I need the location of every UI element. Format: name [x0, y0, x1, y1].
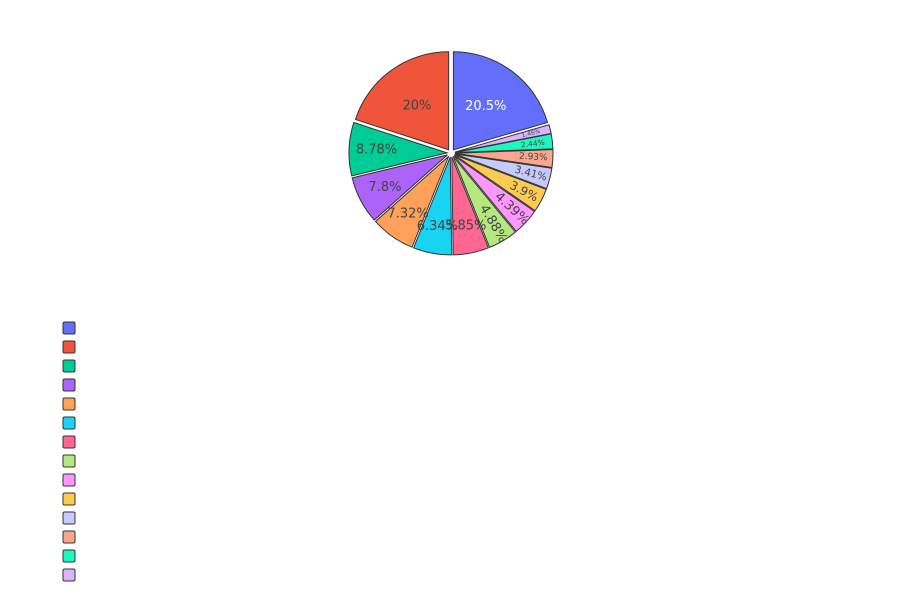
pie-slice[interactable] — [374, 155, 450, 248]
legend-swatch[interactable] — [62, 530, 76, 544]
pie-slice-label: 1.46% — [521, 128, 541, 139]
legend-swatch[interactable] — [62, 454, 76, 468]
pie-slice[interactable] — [453, 155, 536, 233]
pie-slice[interactable] — [451, 156, 490, 256]
pie-slice-label: 2.93% — [519, 152, 549, 164]
legend-swatch[interactable] — [62, 397, 76, 411]
legend — [62, 321, 76, 582]
legend-swatch[interactable] — [62, 416, 76, 430]
pie-slice[interactable] — [454, 149, 554, 169]
pie-slice-label: 7.8% — [368, 180, 401, 195]
legend-swatch[interactable] — [62, 321, 76, 335]
pie-slice[interactable] — [354, 51, 450, 151]
pie-slice-label: 2.44% — [521, 138, 546, 150]
legend-swatch[interactable] — [62, 359, 76, 373]
legend-swatch[interactable] — [62, 340, 76, 354]
pie-slice[interactable] — [454, 133, 554, 154]
pie-slice-label: 7.32% — [387, 206, 428, 221]
pie-slice[interactable] — [454, 154, 547, 212]
pie-slice[interactable] — [348, 121, 449, 177]
pie-slice[interactable] — [452, 51, 549, 151]
legend-swatch[interactable] — [62, 549, 76, 563]
legend-swatch[interactable] — [62, 473, 76, 487]
legend-swatch[interactable] — [62, 511, 76, 525]
pie-slice-label: 20% — [403, 99, 432, 114]
legend-swatch[interactable] — [62, 492, 76, 506]
pie-slice-label: 20.5% — [465, 99, 506, 114]
pie-slice[interactable] — [351, 154, 448, 221]
legend-swatch[interactable] — [62, 435, 76, 449]
legend-swatch[interactable] — [62, 568, 76, 582]
pie-slice[interactable] — [412, 156, 453, 256]
pie-slice[interactable] — [452, 156, 517, 249]
legend-swatch[interactable] — [62, 378, 76, 392]
pie-slices — [348, 51, 554, 256]
pie-slice-label: 8.78% — [356, 143, 397, 158]
pie-slice-label: 5.85% — [445, 219, 486, 234]
pie-slice[interactable] — [454, 153, 553, 190]
pie-slice-label: 6.34% — [417, 219, 458, 234]
